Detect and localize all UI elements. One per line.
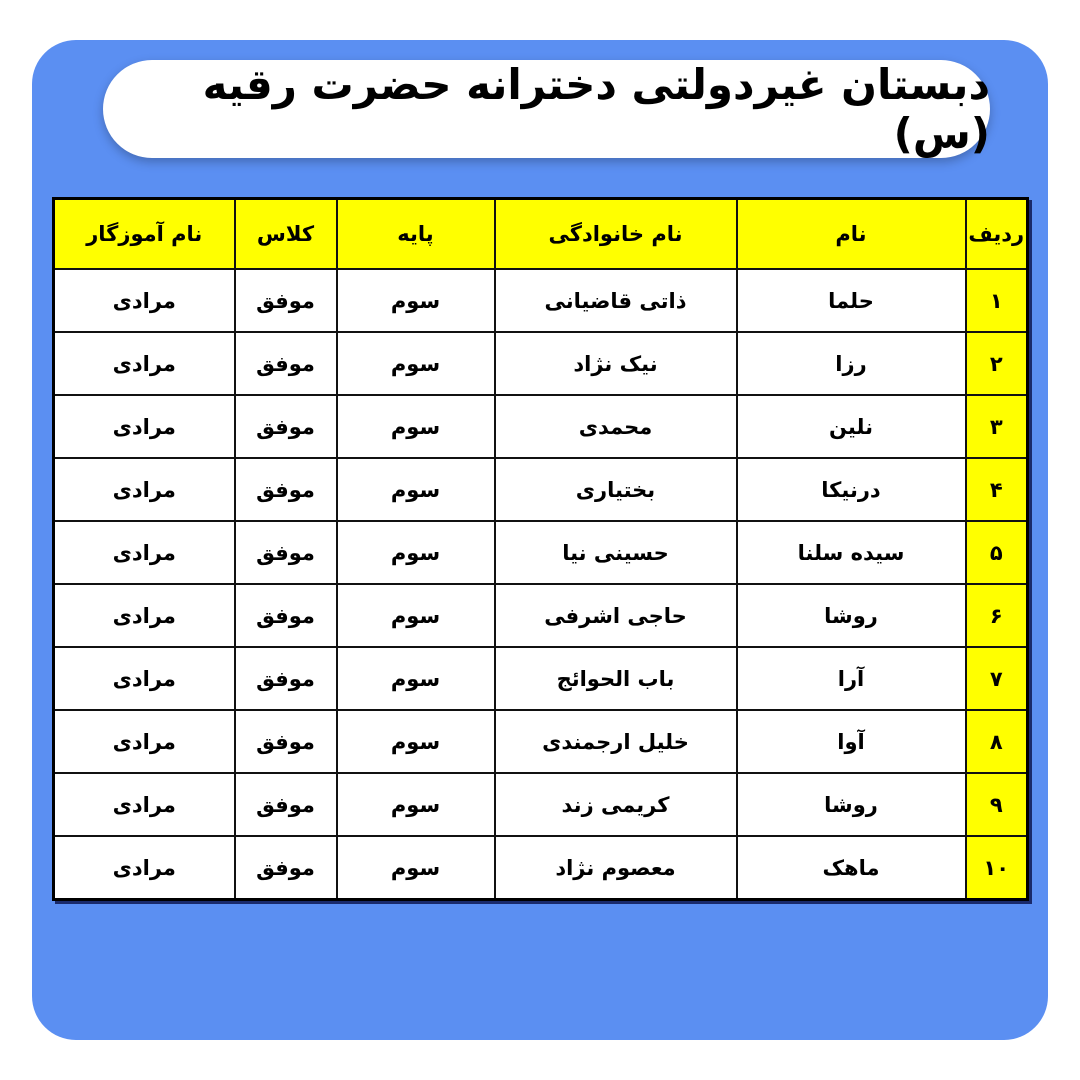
- cell-grade: سوم: [335, 835, 496, 901]
- cell-index: ۷: [964, 646, 1029, 711]
- cell-teacher: مرادی: [52, 835, 236, 901]
- cell-last-name: باب الحوائج: [493, 646, 738, 711]
- cell-grade: سوم: [335, 646, 496, 711]
- header-teacher: نام آموزگار: [52, 197, 236, 270]
- cell-last-name: کریمی زند: [493, 772, 738, 837]
- header-last-name: نام خانوادگی: [493, 197, 738, 270]
- cell-index: ۴: [964, 457, 1029, 522]
- table-row: ۹ روشا کریمی زند سوم موفق مرادی: [52, 772, 1029, 837]
- cell-first-name: روشا: [735, 772, 967, 837]
- cell-index: ۱: [964, 268, 1029, 333]
- cell-class: موفق: [233, 646, 338, 711]
- cell-teacher: مرادی: [52, 331, 236, 396]
- table-row: ۱۰ ماهک معصوم نژاد سوم موفق مرادی: [52, 835, 1029, 901]
- cell-class: موفق: [233, 268, 338, 333]
- cell-index: ۱۰: [964, 835, 1029, 901]
- table-row: ۵ سیده سلنا حسینی نیا سوم موفق مرادی: [52, 520, 1029, 585]
- cell-first-name: آوا: [735, 709, 967, 774]
- cell-first-name: روشا: [735, 583, 967, 648]
- cell-teacher: مرادی: [52, 268, 236, 333]
- cell-class: موفق: [233, 772, 338, 837]
- table-row: ۴ درنیکا بختیاری سوم موفق مرادی: [52, 457, 1029, 522]
- cell-teacher: مرادی: [52, 646, 236, 711]
- header-class: کلاس: [233, 197, 338, 270]
- cell-index: ۸: [964, 709, 1029, 774]
- cell-index: ۵: [964, 520, 1029, 585]
- table-row: ۶ روشا حاجی اشرفی سوم موفق مرادی: [52, 583, 1029, 648]
- table-row: ۱ حلما ذاتی قاضیانی سوم موفق مرادی: [52, 268, 1029, 333]
- cell-grade: سوم: [335, 268, 496, 333]
- cell-teacher: مرادی: [52, 457, 236, 522]
- cell-first-name: نلین: [735, 394, 967, 459]
- table-row: ۳ نلین محمدی سوم موفق مرادی: [52, 394, 1029, 459]
- cell-class: موفق: [233, 457, 338, 522]
- cell-class: موفق: [233, 835, 338, 901]
- cell-last-name: خلیل ارجمندی: [493, 709, 738, 774]
- cell-grade: سوم: [335, 583, 496, 648]
- cell-grade: سوم: [335, 394, 496, 459]
- cell-teacher: مرادی: [52, 709, 236, 774]
- cell-first-name: ماهک: [735, 835, 967, 901]
- cell-index: ۶: [964, 583, 1029, 648]
- cell-first-name: سیده سلنا: [735, 520, 967, 585]
- cell-teacher: مرادی: [52, 772, 236, 837]
- cell-class: موفق: [233, 583, 338, 648]
- cell-first-name: درنیکا: [735, 457, 967, 522]
- cell-grade: سوم: [335, 520, 496, 585]
- cell-first-name: رزا: [735, 331, 967, 396]
- cell-last-name: ذاتی قاضیانی: [493, 268, 738, 333]
- table-header-row: ردیف نام نام خانوادگی پایه کلاس نام آموز…: [52, 197, 1029, 270]
- cell-first-name: حلما: [735, 268, 967, 333]
- cell-index: ۹: [964, 772, 1029, 837]
- cell-class: موفق: [233, 520, 338, 585]
- header-first-name: نام: [735, 197, 967, 270]
- cell-last-name: حسینی نیا: [493, 520, 738, 585]
- cell-grade: سوم: [335, 331, 496, 396]
- cell-grade: سوم: [335, 772, 496, 837]
- cell-index: ۳: [964, 394, 1029, 459]
- header-index: ردیف: [964, 197, 1029, 270]
- cell-class: موفق: [233, 709, 338, 774]
- cell-teacher: مرادی: [52, 520, 236, 585]
- cell-last-name: بختیاری: [493, 457, 738, 522]
- cell-last-name: حاجی اشرفی: [493, 583, 738, 648]
- cell-last-name: محمدی: [493, 394, 738, 459]
- cell-teacher: مرادی: [52, 583, 236, 648]
- cell-last-name: معصوم نژاد: [493, 835, 738, 901]
- title-banner: دبستان غیردولتی دخترانه حضرت رقیه (س): [103, 60, 990, 158]
- cell-class: موفق: [233, 394, 338, 459]
- cell-index: ۲: [964, 331, 1029, 396]
- table-row: ۸ آوا خلیل ارجمندی سوم موفق مرادی: [52, 709, 1029, 774]
- cell-class: موفق: [233, 331, 338, 396]
- student-table: ردیف نام نام خانوادگی پایه کلاس نام آموز…: [52, 197, 1029, 901]
- cell-last-name: نیک نژاد: [493, 331, 738, 396]
- table-row: ۷ آرا باب الحوائج سوم موفق مرادی: [52, 646, 1029, 711]
- page-title: دبستان غیردولتی دخترانه حضرت رقیه (س): [202, 60, 990, 158]
- cell-first-name: آرا: [735, 646, 967, 711]
- cell-grade: سوم: [335, 709, 496, 774]
- cell-teacher: مرادی: [52, 394, 236, 459]
- table-row: ۲ رزا نیک نژاد سوم موفق مرادی: [52, 331, 1029, 396]
- header-grade: پایه: [335, 197, 496, 270]
- cell-grade: سوم: [335, 457, 496, 522]
